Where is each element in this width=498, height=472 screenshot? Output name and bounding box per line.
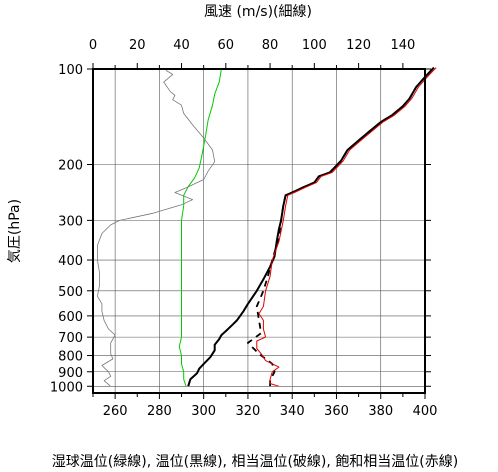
x-top-tick-label-0: 0 bbox=[89, 38, 97, 53]
x-bottom-tick-label-400: 400 bbox=[413, 404, 438, 419]
y-tick-label-800: 800 bbox=[58, 350, 83, 365]
x-bottom-tick-label-380: 380 bbox=[368, 404, 393, 419]
x-bottom-tick-label-340: 340 bbox=[280, 404, 305, 419]
x-top-tick-label-120: 120 bbox=[346, 38, 371, 53]
tick-marks bbox=[87, 63, 431, 399]
top-axis-title: 風速 (m/s)(細線) bbox=[204, 4, 312, 20]
plot-frame bbox=[92, 68, 426, 394]
x-bottom-tick-label-320: 320 bbox=[236, 404, 261, 419]
y-tick-label-700: 700 bbox=[58, 331, 83, 346]
y-tick-label-300: 300 bbox=[58, 214, 83, 229]
x-top-tick-label-60: 60 bbox=[218, 38, 235, 53]
y-tick-label-500: 500 bbox=[58, 285, 83, 300]
x-top-tick-label-40: 40 bbox=[173, 38, 190, 53]
x-bottom-tick-label-300: 300 bbox=[191, 404, 216, 419]
y-tick-label-600: 600 bbox=[58, 310, 83, 325]
y-tick-label-100: 100 bbox=[58, 63, 83, 78]
theta-e-line bbox=[246, 66, 435, 387]
y-axis-title: 気圧(hPa) bbox=[7, 199, 23, 263]
x-top-tick-label-100: 100 bbox=[302, 38, 327, 53]
wind-speed-line bbox=[97, 70, 216, 387]
x-top-tick-label-140: 140 bbox=[390, 38, 415, 53]
x-top-tick-label-20: 20 bbox=[129, 38, 146, 53]
theta-line bbox=[187, 66, 435, 387]
y-tick-label-1000: 1000 bbox=[50, 380, 83, 395]
series-layer bbox=[97, 66, 437, 387]
y-tick-label-200: 200 bbox=[58, 159, 83, 174]
y-tick-label-400: 400 bbox=[58, 254, 83, 269]
grid-lines bbox=[93, 68, 425, 393]
x-bottom-tick-label-260: 260 bbox=[103, 404, 128, 419]
x-bottom-tick-label-280: 280 bbox=[147, 404, 172, 419]
x-bottom-tick-label-360: 360 bbox=[324, 404, 349, 419]
theta-w-line bbox=[178, 68, 222, 387]
y-tick-label-900: 900 bbox=[58, 366, 83, 381]
theta-es-line bbox=[256, 67, 437, 387]
bottom-axis-title: 湿球温位(緑線), 温位(黒線), 相当温位(破線), 飽和相当温位(赤線) bbox=[52, 453, 458, 470]
x-top-tick-label-80: 80 bbox=[262, 38, 279, 53]
